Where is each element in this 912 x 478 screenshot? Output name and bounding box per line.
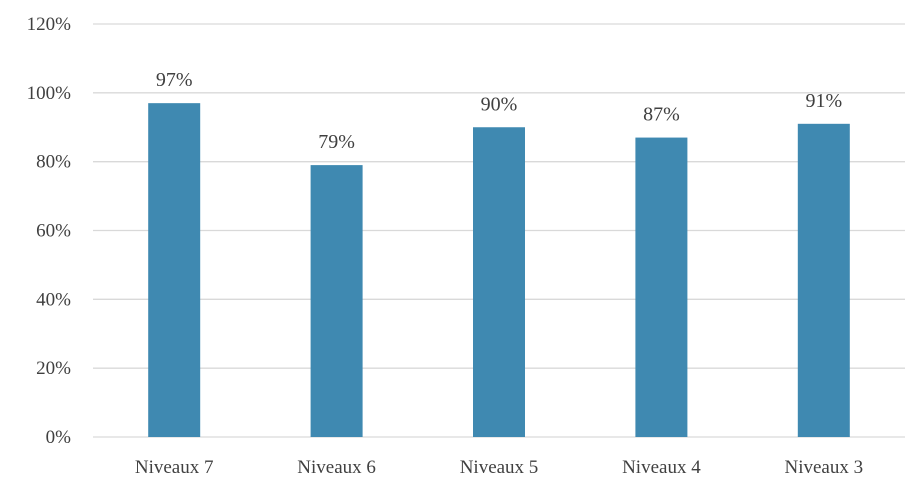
y-tick-label: 20% xyxy=(36,358,71,379)
bars xyxy=(148,103,850,438)
y-tick-label: 80% xyxy=(36,152,71,173)
bar-4 xyxy=(635,137,688,437)
data-label: 97% xyxy=(156,69,193,91)
data-label: 87% xyxy=(643,104,680,126)
bar-3 xyxy=(473,127,525,437)
x-category-label: Niveaux 5 xyxy=(460,457,539,478)
bar-2 xyxy=(310,165,363,437)
x-axis-category-labels: Niveaux 7 Niveaux 6 Niveaux 5 Niveaux 4 Nive… xyxy=(135,457,863,478)
y-axis-tick-labels: 0% 20% 40% 60% 80% 100% 120% xyxy=(27,14,72,448)
x-category-label: Niveaux 3 xyxy=(784,457,863,478)
data-label: 79% xyxy=(318,131,355,153)
x-category-label: Niveaux 7 xyxy=(135,457,214,478)
y-tick-label: 40% xyxy=(36,289,71,310)
x-category-label: Niveaux 4 xyxy=(622,457,701,478)
y-tick-label: 120% xyxy=(27,14,72,35)
bar-5 xyxy=(797,123,850,437)
data-label: 91% xyxy=(805,90,842,112)
data-label: 90% xyxy=(481,93,518,115)
bar-1 xyxy=(148,103,201,438)
y-tick-label: 60% xyxy=(36,221,71,242)
data-labels: 97% 79% 90% 87% 91% xyxy=(156,69,842,153)
y-tick-label: 100% xyxy=(27,83,72,104)
x-category-label: Niveaux 6 xyxy=(297,457,376,478)
y-tick-label: 0% xyxy=(46,427,72,448)
